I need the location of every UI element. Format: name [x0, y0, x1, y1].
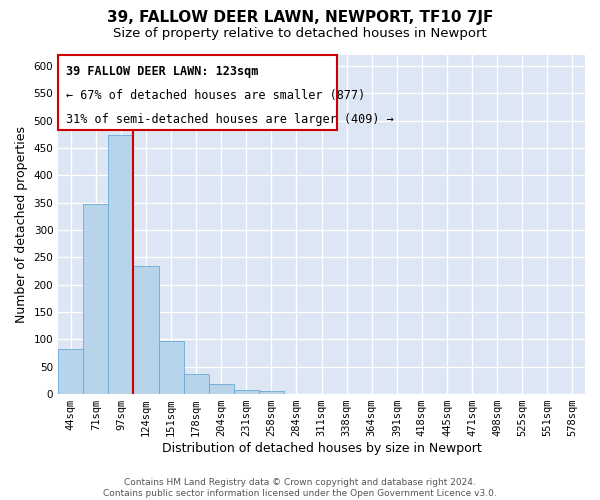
Bar	[133, 266, 158, 394]
Text: 39, FALLOW DEER LAWN, NEWPORT, TF10 7JF: 39, FALLOW DEER LAWN, NEWPORT, TF10 7JF	[107, 10, 493, 25]
Text: Size of property relative to detached houses in Newport: Size of property relative to detached ho…	[113, 28, 487, 40]
Text: ← 67% of detached houses are smaller (877): ← 67% of detached houses are smaller (87…	[66, 89, 365, 102]
Bar	[259, 392, 284, 394]
Bar	[58, 349, 83, 394]
Bar	[158, 341, 184, 394]
Y-axis label: Number of detached properties: Number of detached properties	[15, 126, 28, 323]
FancyBboxPatch shape	[58, 55, 337, 130]
Bar	[109, 136, 133, 394]
Text: Contains HM Land Registry data © Crown copyright and database right 2024.
Contai: Contains HM Land Registry data © Crown c…	[103, 478, 497, 498]
Bar	[209, 384, 234, 394]
Bar	[184, 374, 209, 394]
Text: 31% of semi-detached houses are larger (409) →: 31% of semi-detached houses are larger (…	[66, 112, 394, 126]
Bar	[234, 390, 259, 394]
Text: 39 FALLOW DEER LAWN: 123sqm: 39 FALLOW DEER LAWN: 123sqm	[66, 65, 259, 78]
Bar	[83, 204, 109, 394]
X-axis label: Distribution of detached houses by size in Newport: Distribution of detached houses by size …	[162, 442, 481, 455]
